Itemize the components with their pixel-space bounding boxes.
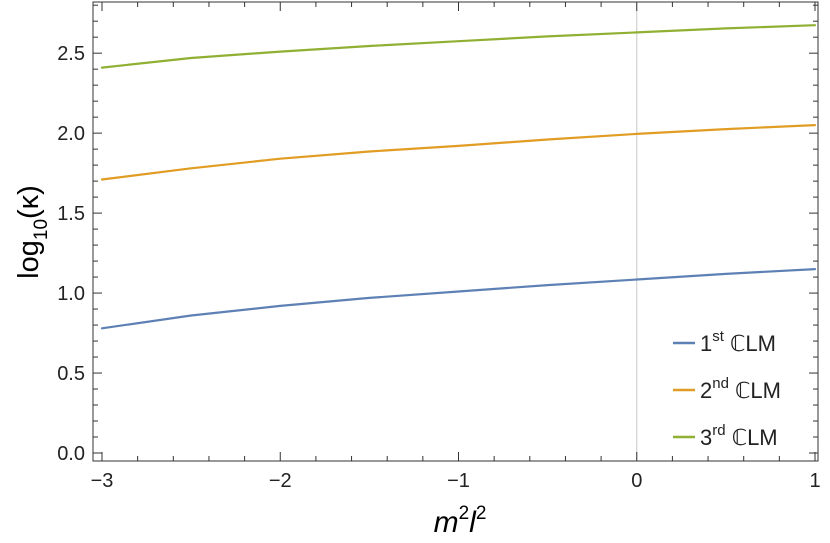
y-tick-label: 0.0 (57, 443, 85, 465)
x-axis-title-base1: m (434, 506, 459, 539)
series-line-1 (100, 268, 817, 330)
series-line-2 (100, 123, 817, 181)
y-tick-label: 1.0 (57, 283, 85, 305)
x-tick-label: −2 (269, 470, 292, 492)
x-axis-title-sup1: 2 (459, 503, 470, 524)
series-line-3 (100, 24, 817, 69)
legend-label-3: 3rd ℂLM (700, 422, 778, 450)
x-tick-label: −1 (447, 470, 470, 492)
x-tick-label: −3 (91, 470, 114, 492)
series-lines (100, 24, 817, 330)
legend-label-superscript: rd (712, 422, 725, 439)
legend-label-2: 2nd ℂLM (700, 375, 781, 403)
y-axis-title-sub: 10 (31, 219, 52, 240)
y-tick-label: 2.5 (57, 43, 85, 65)
legend-label-superscript: st (712, 328, 725, 345)
legend-label-number: 3 (700, 425, 712, 450)
y-axis-title-suffix: (κ) (13, 185, 45, 219)
y-tick-label: 2.0 (57, 123, 85, 145)
legend-label-text: ℂLM (729, 378, 781, 403)
x-tick-label: 0 (631, 470, 642, 492)
y-axis-title-prefix: log (13, 240, 45, 279)
x-axis-title-base2: l (469, 506, 477, 539)
legend-label-number: 1 (700, 331, 712, 356)
plot-frame (92, 1, 819, 462)
legend-label-number: 2 (700, 378, 712, 403)
legend-label-text: ℂLM (724, 331, 776, 356)
legend-label-text: ℂLM (726, 425, 778, 450)
axis-ticks: −3 −2 −1 0 1 0.0 0.5 1.0 1.5 2.0 2.5 (57, 2, 821, 492)
x-axis-title-sup2: 2 (476, 503, 487, 524)
y-tick-label: 0.5 (57, 363, 85, 385)
x-axis-title: m2l2 (434, 503, 487, 539)
y-axis-title: log10(κ) (13, 185, 52, 279)
legend-label-1: 1st ℂLM (700, 328, 776, 356)
y-tick-label: 1.5 (57, 203, 85, 225)
plot-frame-rect (92, 1, 819, 462)
x-tick-label: 1 (809, 470, 820, 492)
legend-label-superscript: nd (712, 375, 729, 392)
